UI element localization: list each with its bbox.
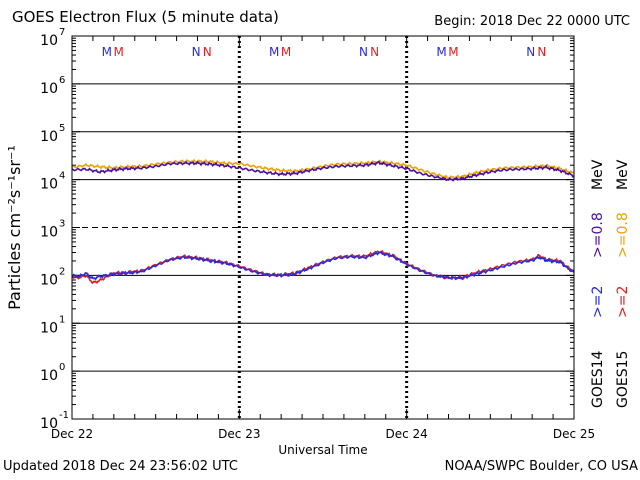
legend: GOES14 GOES15 >=2 >=0.8 >=2 >=0.8 MeV MeV	[590, 159, 631, 408]
legend-entry: >=0.8	[590, 212, 606, 258]
y-tick-exponent: -1	[59, 410, 69, 421]
y-tick-label: 10	[40, 272, 58, 288]
marker-label: M	[281, 45, 291, 59]
plot-frame	[71, 35, 575, 420]
y-tick-label: 10	[40, 177, 58, 193]
x-tick-label: Dec 22	[51, 427, 93, 441]
x-axis-label: Universal Time	[278, 443, 367, 457]
y-tick-exponent: 0	[59, 362, 65, 373]
y-tick-label: 10	[40, 81, 58, 97]
y-tick-label: 10	[40, 320, 58, 336]
legend-satellite-label: GOES15	[615, 351, 631, 408]
marker-label: M	[102, 45, 112, 59]
series-line	[71, 160, 575, 182]
series-line	[71, 250, 575, 281]
legend-unit: MeV	[615, 159, 631, 190]
marker-label: M	[436, 45, 446, 59]
marker-label: N	[192, 45, 201, 59]
y-tick-label: 10	[40, 416, 58, 432]
y-tick-exponent: 4	[59, 171, 65, 182]
y-tick-exponent: 2	[59, 266, 65, 277]
begin-timestamp: Begin: 2018 Dec 22 0000 UTC	[434, 14, 630, 29]
marker-label: N	[359, 45, 368, 59]
y-tick-label: 10	[40, 33, 58, 49]
marker-label: M	[448, 45, 458, 59]
grid-lines	[72, 36, 574, 419]
y-axis-label: Particles cm⁻²s⁻¹sr⁻¹	[5, 145, 24, 310]
legend-entry: >=2	[615, 286, 631, 318]
marker-label: N	[526, 45, 535, 59]
legend-entry: >=2	[590, 286, 606, 318]
credit-text: NOAA/SWPC Boulder, CO USA	[444, 459, 638, 474]
y-tick-label: 10	[40, 129, 58, 145]
marker-label: N	[370, 45, 379, 59]
marker-label: M	[114, 45, 124, 59]
data-series	[71, 158, 575, 285]
x-tick-label: Dec 23	[218, 427, 260, 441]
updated-timestamp: Updated 2018 Dec 24 23:56:02 UTC	[3, 459, 238, 474]
series-line	[71, 249, 575, 285]
y-tick-exponent: 7	[59, 27, 65, 38]
y-tick-label: 10	[40, 368, 58, 384]
legend-satellite-label: GOES14	[590, 350, 606, 408]
x-tick-label: Dec 25	[553, 427, 595, 441]
y-tick-exponent: 1	[59, 314, 65, 325]
x-tick-label: Dec 24	[386, 427, 428, 441]
y-tick-label: 10	[40, 225, 58, 241]
x-axis-tick-labels: Dec 22 Dec 23 Dec 24 Dec 25	[51, 427, 595, 441]
y-axis-ticks	[72, 37, 574, 420]
y-tick-exponent: 5	[59, 123, 65, 134]
legend-unit: MeV	[590, 159, 606, 190]
y-tick-exponent: 3	[59, 219, 65, 230]
chart-title: GOES Electron Flux (5 minute data)	[12, 8, 279, 26]
y-tick-exponent: 6	[59, 75, 65, 86]
legend-entry: >=0.8	[615, 212, 631, 258]
marker-label: N	[537, 45, 546, 59]
marker-label: M	[269, 45, 279, 59]
marker-label: N	[203, 45, 212, 59]
